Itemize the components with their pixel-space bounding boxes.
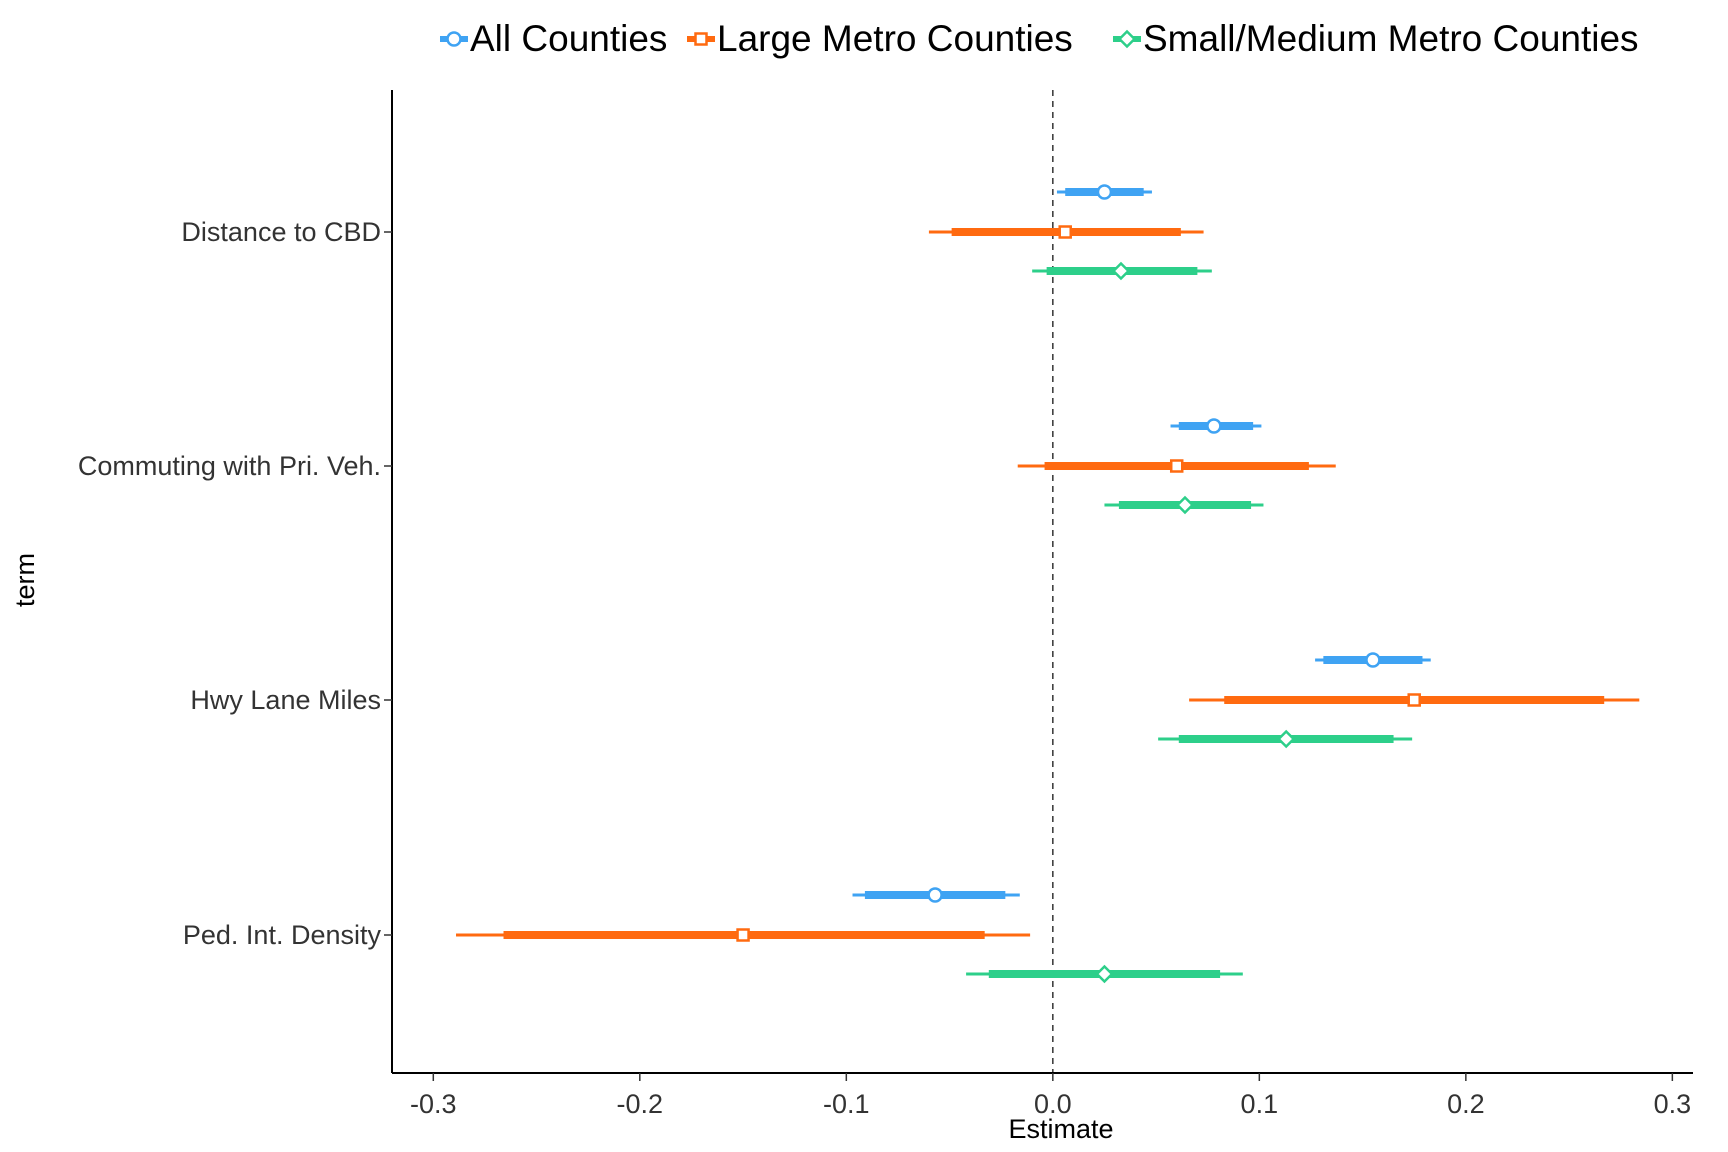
series-small-medium-metro-counties: [966, 261, 1413, 984]
series-large-metro-counties: [456, 225, 1640, 942]
point-estimate: [1169, 459, 1184, 473]
legend-key-circle-icon: [440, 31, 468, 47]
point-estimate: [1276, 729, 1296, 749]
legend-label: Small/Medium Metro Counties: [1143, 18, 1639, 59]
y-tick-label: Hwy Lane Miles: [190, 685, 381, 715]
x-tick-label: 0.2: [1447, 1089, 1485, 1119]
legend-item: Large Metro Counties: [685, 14, 1073, 64]
y-tick-label: Commuting with Pri. Veh.: [78, 451, 381, 481]
point-estimate: [1096, 184, 1113, 200]
point-estimate: [1095, 964, 1114, 984]
x-tick-label: -0.2: [617, 1089, 664, 1119]
x-axis: -0.3 -0.2 -0.1 0.0 0.1 0.2 0.3: [392, 1072, 1693, 1119]
legend-key-diamond-icon: [1113, 29, 1141, 49]
point-estimate: [927, 887, 943, 903]
y-axis: Distance to CBD Commuting with Pri. Veh. H…: [78, 90, 393, 1073]
x-tick-label: -0.1: [823, 1089, 870, 1119]
y-axis-title: term: [10, 553, 40, 607]
point-estimate: [1407, 693, 1421, 707]
point-estimate: [736, 928, 750, 942]
legend-label: All Counties: [470, 18, 668, 59]
x-tick-label: 0.1: [1241, 1089, 1279, 1119]
series-all-counties: [852, 184, 1431, 903]
legend-item: Small/Medium Metro Counties: [1111, 14, 1639, 64]
legend-key-marker: [694, 32, 708, 46]
x-tick-label: 0.3: [1654, 1089, 1692, 1119]
y-tick-label: Distance to CBD: [181, 217, 381, 247]
legend-key-square-icon: [687, 32, 715, 46]
legend-key-marker: [1117, 29, 1137, 49]
point-estimate: [1365, 652, 1381, 668]
point-estimate: [1111, 261, 1131, 281]
y-tick-label: Ped. Int. Density: [183, 920, 382, 950]
x-tick-label: -0.3: [410, 1089, 457, 1119]
x-axis-title: Estimate: [1008, 1114, 1113, 1144]
legend-key-marker: [446, 31, 462, 47]
legend-label: Large Metro Counties: [717, 18, 1073, 59]
point-estimate: [1206, 418, 1222, 434]
legend: All Counties Large Metro Counties Small/Me…: [0, 14, 1728, 64]
point-estimate: [1058, 225, 1072, 239]
plot-area: [456, 90, 1640, 1073]
x-tick-label: 0.0: [1034, 1089, 1072, 1119]
point-estimate: [1175, 495, 1195, 515]
legend-item: All Counties: [438, 14, 667, 64]
